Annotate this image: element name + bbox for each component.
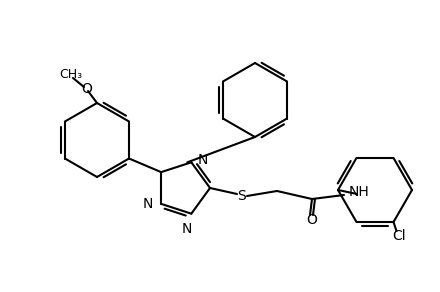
Text: Cl: Cl (392, 229, 406, 243)
Text: O: O (307, 213, 317, 227)
Text: O: O (81, 82, 92, 96)
Text: N: N (143, 197, 153, 211)
Text: N: N (181, 222, 191, 236)
Text: CH₃: CH₃ (59, 69, 83, 81)
Text: S: S (238, 189, 246, 203)
Text: NH: NH (349, 185, 370, 199)
Text: N: N (198, 153, 208, 167)
